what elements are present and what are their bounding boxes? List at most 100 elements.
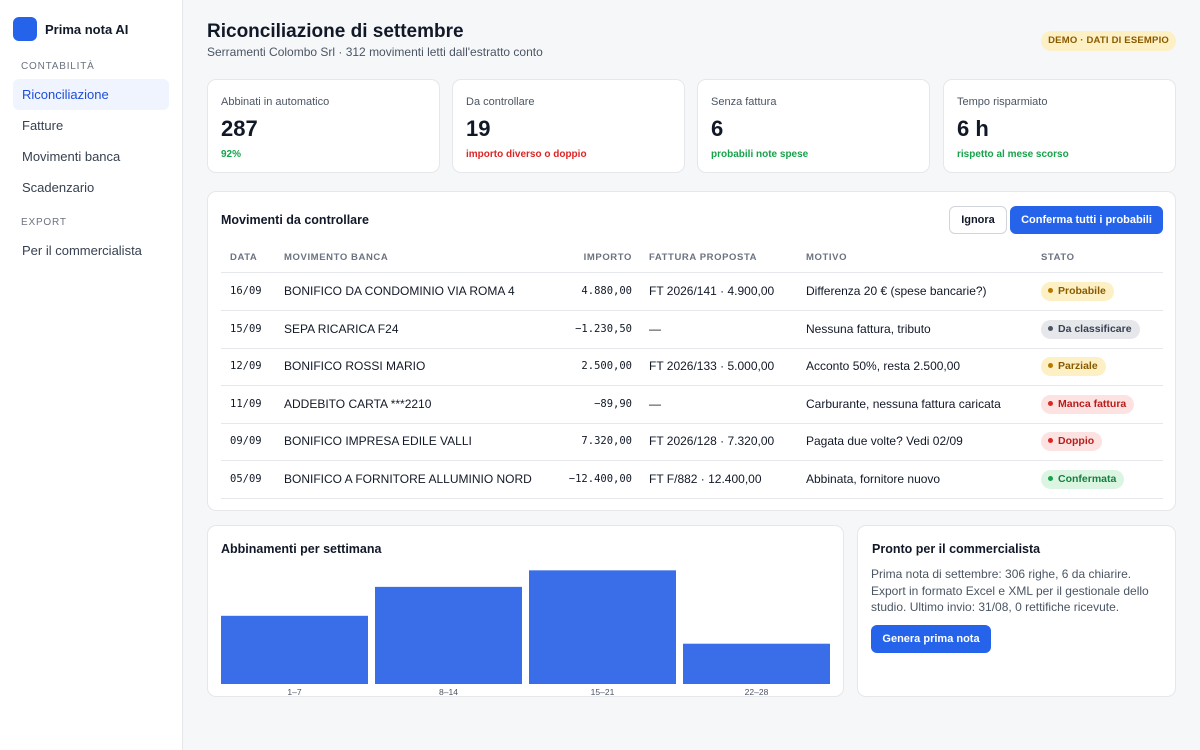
row-invoice: — [649, 321, 661, 336]
table-row[interactable]: 12/09 BONIFICO ROSSI MARIO 2.500,00 FT 2026… [221, 348, 1163, 386]
column-header-movimento[interactable]: MOVIMENTO BANCA [284, 252, 389, 263]
kpi-note: importo diverso o doppio [466, 149, 587, 160]
row-reason: Pagata due volte? Vedi 02/09 [806, 434, 963, 448]
row-reason: Abbinata, fornitore nuovo [806, 471, 941, 486]
row-date: 15/09 [230, 322, 262, 335]
sidebar: Prima nota AI CONTABILITÀ Riconciliazion… [0, 0, 183, 750]
status-dot-icon [1048, 325, 1053, 331]
row-date: 12/09 [230, 360, 262, 372]
chart-title: Abbinamenti per settimana [221, 542, 382, 556]
row-reason: Nessuna fattura, tributo [806, 321, 931, 336]
x-tick-label: 8–14 [439, 687, 458, 696]
status-badge[interactable]: Da classificare [1041, 319, 1140, 339]
row-movement: BONIFICO ROSSI MARIO [284, 359, 426, 373]
kpi-label: Da controllare [466, 96, 535, 108]
page-title: Riconciliazione di settembre [207, 21, 464, 42]
kpi-card-senza-fattura: Senza fattura 6 probabili note spese [697, 79, 930, 173]
x-tick-label: 1–7 [287, 687, 301, 696]
kpi-card-tempo-risparmiato: Tempo risparmiato 6 h rispetto al mese s… [943, 79, 1176, 173]
sidebar-item-per-il-commercialista[interactable]: Per il commercialista [22, 243, 142, 258]
status-label: Da classificare [1058, 322, 1132, 335]
status-badge[interactable]: Manca fattura [1041, 394, 1135, 414]
nav-section-contabilita: CONTABILITÀ [21, 61, 95, 72]
kpi-note: rispetto al mese scorso [957, 149, 1069, 160]
column-header-fattura[interactable]: FATTURA PROPOSTA [649, 252, 758, 263]
row-invoice: — [649, 396, 661, 411]
kpi-note: probabili note spese [711, 149, 809, 160]
row-date: 09/09 [230, 435, 262, 447]
row-amount: −89,90 [594, 397, 632, 410]
table-header-divider [221, 272, 1163, 273]
row-date: 16/09 [230, 285, 262, 297]
row-amount: 7.320,00 [581, 435, 632, 447]
kpi-note: 92% [221, 149, 242, 160]
bar-15–21 [529, 570, 676, 684]
column-header-data[interactable]: DATA [230, 252, 258, 263]
sidebar-item-riconciliazione[interactable]: Riconciliazione [13, 79, 169, 110]
page-subtitle: Serramenti Colombo Srl · 312 movimenti l… [207, 45, 543, 59]
status-label: Manca fattura [1058, 397, 1127, 410]
status-label: Confermata [1058, 472, 1117, 485]
row-date: 05/09 [230, 472, 262, 485]
table-row[interactable]: 11/09 ADDEBITO CARTA ***2210 −89,90 — Carbur… [221, 386, 1163, 424]
row-amount: 4.880,00 [581, 285, 632, 297]
app-logo-icon [13, 17, 37, 41]
table-row[interactable]: 09/09 BONIFICO IMPRESA EDILE VALLI 7.320,0… [221, 423, 1163, 461]
movements-title: Movimenti da controllare [221, 213, 369, 227]
status-dot-icon [1048, 288, 1053, 293]
bar-8–14 [375, 586, 522, 684]
row-invoice: FT 2026/141 · 4.900,00 [649, 284, 775, 298]
kpi-card-da-controllare: Da controllare 19 importo diverso o dopp… [452, 79, 685, 173]
brand[interactable]: Prima nota AI [13, 17, 128, 41]
row-reason: Carburante, nessuna fattura caricata [806, 396, 1001, 411]
weekly-matches-panel: Abbinamenti per settimana 1–7 8–14 15–21 22… [207, 525, 844, 697]
row-movement: SEPA RICARICA F24 [284, 321, 399, 336]
export-title: Pronto per il commercialista [872, 542, 1041, 556]
row-movement: BONIFICO A FORNITORE ALLUMINIO NORD [284, 471, 532, 486]
export-panel: Pronto per il commercialista Prima nota … [857, 525, 1176, 697]
kpi-label: Abbinati in automatico [221, 96, 330, 108]
status-dot-icon [1048, 475, 1053, 481]
status-label: Probabile [1058, 285, 1106, 297]
column-header-stato[interactable]: STATO [1041, 252, 1075, 263]
kpi-value: 287 [221, 116, 258, 141]
app-name: Prima nota AI [45, 21, 129, 37]
sidebar-item-scadenzario[interactable]: Scadenzario [22, 180, 95, 195]
status-badge[interactable]: Confermata [1041, 469, 1125, 489]
column-header-importo[interactable]: IMPORTO [583, 252, 632, 263]
status-badge[interactable]: Parziale [1041, 357, 1106, 376]
row-date: 11/09 [230, 397, 262, 410]
row-amount: −1.230,50 [575, 322, 632, 335]
x-tick-label: 15–21 [591, 687, 615, 696]
status-badge[interactable]: Doppio [1041, 432, 1103, 451]
status-badge[interactable]: Probabile [1041, 282, 1114, 301]
column-header-motivo[interactable]: MOTIVO [806, 252, 848, 263]
movements-panel: Movimenti da controllare Ignora Conferma… [207, 191, 1176, 511]
x-tick-label: 22–28 [745, 687, 769, 696]
row-amount: −12.400,00 [568, 472, 632, 485]
row-reason: Differenza 20 € (spese bancarie?) [806, 284, 987, 298]
kpi-label: Tempo risparmiato [957, 96, 1048, 108]
table-row[interactable]: 16/09 BONIFICO DA CONDOMINIO VIA ROMA 4 4.… [221, 273, 1163, 311]
generate-prima-nota-button[interactable]: Genera prima nota [871, 625, 991, 653]
status-dot-icon [1048, 400, 1053, 406]
row-invoice: FT 2026/133 · 5.000,00 [649, 359, 775, 373]
confirm-all-button[interactable]: Conferma tutti i probabili [1010, 206, 1163, 234]
bar-22–28 [683, 643, 830, 684]
row-reason: Acconto 50%, resta 2.500,00 [806, 359, 961, 373]
table-row[interactable]: 15/09 SEPA RICARICA F24 −1.230,50 — Nessuna … [221, 311, 1163, 349]
status-dot-icon [1048, 363, 1053, 368]
bar-1–7 [221, 615, 368, 684]
ignore-button[interactable]: Ignora [949, 206, 1007, 234]
status-label: Doppio [1058, 435, 1095, 447]
row-invoice: FT F/882 · 12.400,00 [649, 471, 762, 486]
export-description: Prima nota di settembre: 306 righe, 6 da… [871, 567, 1149, 614]
status-dot-icon [1048, 438, 1053, 443]
row-amount: 2.500,00 [581, 360, 632, 372]
table-row[interactable]: 05/09 BONIFICO A FORNITORE ALLUMINIO NORD… [221, 461, 1163, 499]
weekly-matches-chart: 1–7 8–14 15–21 22–28 [221, 570, 830, 696]
nav-section-export: EXPORT [21, 217, 67, 228]
sidebar-item-fatture[interactable]: Fatture [22, 118, 64, 133]
sidebar-item-movimenti-banca[interactable]: Movimenti banca [22, 149, 121, 164]
row-movement: BONIFICO DA CONDOMINIO VIA ROMA 4 [284, 284, 515, 298]
